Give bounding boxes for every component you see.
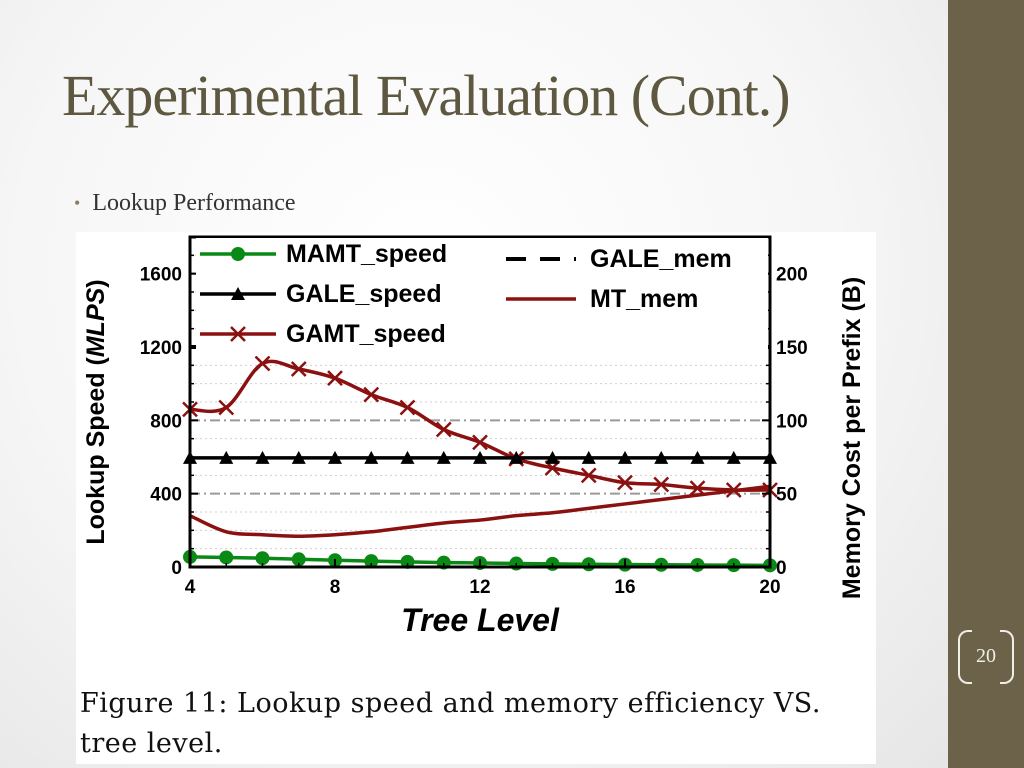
gamt-speed-point [617, 474, 633, 491]
bullet-text: Lookup Performance [92, 190, 296, 216]
gale-speed-point [291, 450, 306, 464]
gamt-speed-point [290, 361, 307, 377]
page-number-left-brace [958, 630, 972, 684]
y-right-tick-label: 150 [776, 338, 808, 359]
legend-marker-mamt-speed [231, 247, 245, 261]
y-left-axis-title: Lookup Speed (MLPS) [82, 279, 110, 544]
y-left-axis-title-prefix: Lookup Speed ( [82, 356, 110, 544]
side-bar [948, 0, 1024, 768]
bullet-item: • Lookup Performance [74, 190, 296, 217]
y-right-tick-label: 50 [776, 485, 797, 506]
legend-item-mt-mem: MT_mem [506, 285, 698, 313]
y-right-tick-label: 100 [776, 411, 808, 432]
y-left-tick-label: 0 [171, 558, 182, 579]
gale-speed-point [581, 450, 596, 464]
x-tick-label: 16 [614, 577, 635, 598]
gale-speed-point [436, 450, 451, 464]
gale-speed-point [400, 450, 415, 464]
gamt-speed-point [580, 467, 597, 484]
gale-speed-point [364, 450, 379, 464]
legend-item-mamt-speed: MAMT_speed [200, 240, 447, 268]
figure-caption: Figure 11: Lookup speed and memory effic… [80, 688, 821, 759]
legend-marker-gamt-speed [230, 326, 246, 342]
gamt-speed-point [327, 370, 343, 387]
gamt-speed-series [182, 355, 778, 498]
gamt-speed-point [363, 386, 380, 403]
y-left-axis-title-suffix: ) [82, 279, 110, 287]
mamt-speed-point [255, 551, 270, 566]
gale-speed-point [509, 450, 524, 464]
gale-speed-series [183, 450, 777, 464]
legend-label-gale-speed: GALE_speed [286, 280, 442, 308]
mamt-speed-point [219, 550, 234, 565]
y-right-axis-title: Memory Cost per Prefix (B) [838, 277, 866, 599]
mt-mem-series [189, 484, 771, 538]
gamt-speed-point [399, 399, 416, 416]
gamt-speed-line [189, 359, 771, 492]
series-layer [182, 345, 778, 573]
legend-item-gamt-speed: GAMT_speed [200, 320, 446, 348]
gale-speed-point [726, 450, 741, 464]
gale-speed-point [255, 450, 270, 464]
x-tick-label: 20 [759, 577, 780, 598]
gale-speed-point [473, 450, 487, 464]
y-left-tick-label: 800 [150, 411, 182, 432]
gale-speed-point [545, 450, 560, 464]
y-right-tick-label: 0 [776, 558, 787, 579]
page-number: 20 [976, 644, 996, 667]
gamt-speed-point [218, 399, 235, 416]
x-tick-label: 8 [330, 577, 341, 598]
legend: MAMT_speed GALE_speed GAMT_speed GALE_mem MT… [196, 238, 768, 356]
slide-title: Experimental Evaluation (Cont.) [62, 63, 791, 128]
gamt-speed-point [472, 434, 488, 451]
gamt-speed-point [254, 355, 271, 372]
page-number-box: 20 [958, 630, 1014, 684]
legend-label-gale-mem: GALE_mem [590, 245, 732, 273]
y-left-tick-label: 400 [150, 485, 182, 506]
x-axis-title: Tree Level [401, 602, 560, 638]
page-number-right-brace [1000, 630, 1014, 684]
mt-mem-line [189, 484, 771, 538]
x-tick-label: 4 [185, 577, 196, 598]
y-right-tick-label: 200 [776, 265, 808, 286]
gale-speed-point [654, 450, 669, 464]
legend-label-gamt-speed: GAMT_speed [286, 320, 446, 348]
legend-marker-gale-speed [231, 287, 245, 300]
legend-item-gale-mem: GALE_mem [506, 245, 732, 273]
gamt-speed-point [689, 480, 706, 497]
y-left-tick-label: 1600 [140, 265, 182, 286]
gamt-speed-point [653, 476, 670, 493]
x-tick-label: 12 [469, 577, 490, 598]
legend-background [196, 238, 768, 356]
y-left-tick-label: 1200 [140, 338, 182, 359]
gale-speed-point [219, 450, 234, 464]
bullet-dot-icon: • [74, 193, 81, 213]
legend-label-mamt-speed: MAMT_speed [286, 240, 447, 268]
legend-item-gale-speed: GALE_speed [200, 280, 442, 308]
y-left-axis-title-unit: MLPS [82, 287, 110, 357]
gale-speed-point [690, 450, 705, 464]
gale-speed-point [618, 450, 632, 464]
legend-label-mt-mem: MT_mem [590, 285, 698, 313]
gale-speed-point [328, 450, 342, 464]
figure-panel: 4 8 12 16 20 0 400 800 1200 1600 0 50 100 150 200 MAMT… [76, 232, 876, 764]
gamt-speed-point [725, 482, 742, 498]
gamt-speed-point [435, 421, 452, 438]
